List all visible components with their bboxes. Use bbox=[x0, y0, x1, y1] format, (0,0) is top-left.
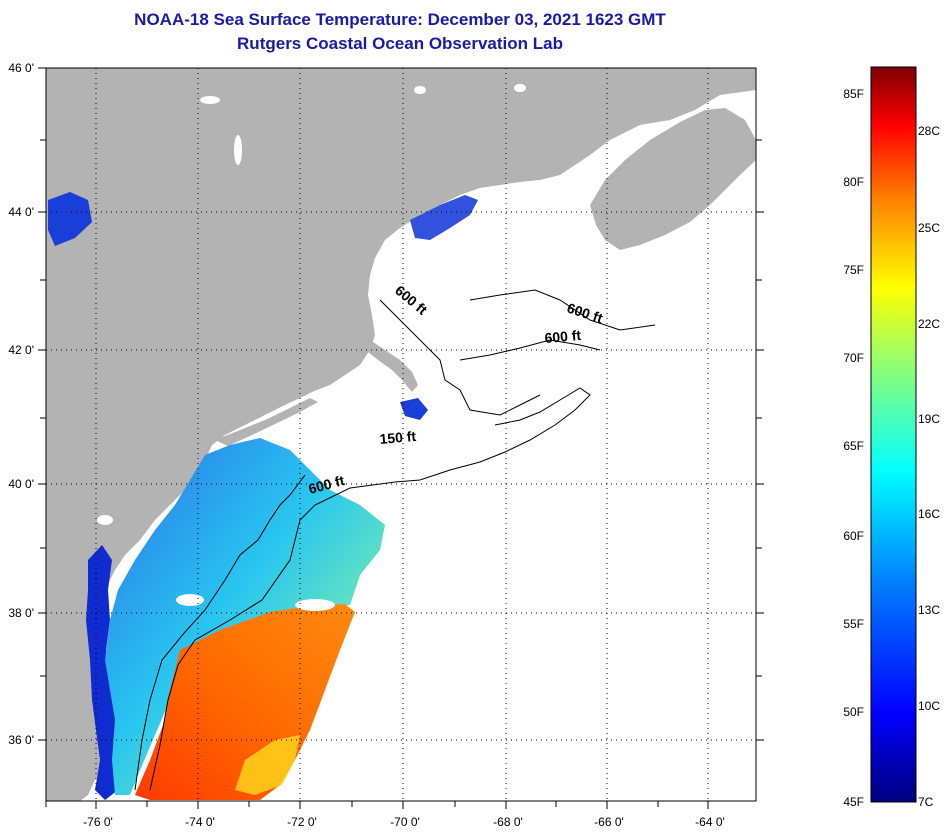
colorbar-c-label: 16C bbox=[918, 507, 940, 521]
bathymetry-contours bbox=[134, 289, 656, 791]
land-us bbox=[46, 68, 756, 801]
x-tick-label: -76 0' bbox=[83, 815, 113, 829]
contour-600ft-shelf bbox=[149, 387, 591, 791]
colorbar-c-label: 13C bbox=[918, 603, 940, 617]
cloud-specks bbox=[97, 84, 526, 611]
x-tick-label: -74 0' bbox=[185, 815, 215, 829]
map-frame bbox=[45, 67, 757, 802]
colorbar-c-label: 25C bbox=[918, 221, 940, 235]
sst-coastal-blue bbox=[86, 545, 122, 800]
land-long-island bbox=[215, 398, 318, 446]
colorbar-f-label: 65F bbox=[843, 439, 864, 453]
land-nova-scotia bbox=[590, 108, 756, 250]
colorbar-c-label: 28C bbox=[918, 124, 940, 138]
x-axis-labels: -76 0' -74 0' -72 0' -70 0' -68 0' -66 0… bbox=[83, 815, 725, 829]
colorbar-c-label: 22C bbox=[918, 317, 940, 331]
color-scale: 85F 80F 75F 70F 65F 60F 55F 50F 45F 28C … bbox=[843, 66, 940, 809]
x-tick-label: -72 0' bbox=[287, 815, 317, 829]
sst-cold-patch-shoal bbox=[400, 398, 428, 420]
contour-600ft-gulf bbox=[469, 289, 656, 331]
colorbar-f-label: 85F bbox=[843, 87, 864, 101]
contour-label: 150 ft bbox=[379, 428, 417, 447]
graticule bbox=[46, 68, 756, 801]
y-tick-label: 38 0' bbox=[8, 606, 34, 620]
sst-map: 600 ft 600 ft 600 ft 150 ft 600 ft bbox=[8, 61, 764, 829]
y-tick-label: 44 0' bbox=[8, 205, 34, 219]
contour-gulf-maine bbox=[379, 299, 541, 416]
colorbar-c-label: 19C bbox=[918, 412, 940, 426]
sst-cold-patch-lake bbox=[48, 192, 92, 246]
sst-cold-patch-maine bbox=[410, 195, 478, 240]
colorbar-c-label: 10C bbox=[918, 699, 940, 713]
x-tick-label: -64 0' bbox=[695, 815, 725, 829]
colorbar-f-label: 55F bbox=[843, 617, 864, 631]
sst-cool-band bbox=[105, 438, 385, 795]
colorbar-ramp bbox=[870, 66, 917, 803]
x-tick-label: -70 0' bbox=[390, 815, 420, 829]
colorbar-f-label: 45F bbox=[843, 795, 864, 809]
y-axis-labels: 36 0' 38 0' 40 0' 42 0' 44 0' 46 0' bbox=[8, 61, 34, 747]
tick-marks bbox=[38, 67, 764, 809]
colorbar-f-label: 60F bbox=[843, 529, 864, 543]
colorbar-f-label: 50F bbox=[843, 705, 864, 719]
contour-label: 600 ft bbox=[544, 327, 582, 346]
map-subtitle: Rutgers Coastal Ocean Observation Lab bbox=[237, 34, 563, 53]
colorbar-c-label: 7C bbox=[918, 795, 934, 809]
x-tick-label: -66 0' bbox=[594, 815, 624, 829]
colorbar-f-label: 80F bbox=[843, 175, 864, 189]
land-cape-cod bbox=[368, 340, 418, 392]
contour-600ft-basin bbox=[459, 339, 601, 361]
y-tick-label: 42 0' bbox=[8, 343, 34, 357]
y-tick-label: 36 0' bbox=[8, 733, 34, 747]
y-tick-label: 46 0' bbox=[8, 61, 34, 75]
map-title: NOAA-18 Sea Surface Temperature: Decembe… bbox=[134, 10, 666, 29]
x-tick-label: -68 0' bbox=[493, 815, 523, 829]
contour-150ft-shelf bbox=[134, 474, 306, 791]
sst-yellow-edge bbox=[235, 735, 300, 795]
y-tick-label: 40 0' bbox=[8, 477, 34, 491]
colorbar-f-label: 75F bbox=[843, 263, 864, 277]
colorbar-f-label: 70F bbox=[843, 351, 864, 365]
